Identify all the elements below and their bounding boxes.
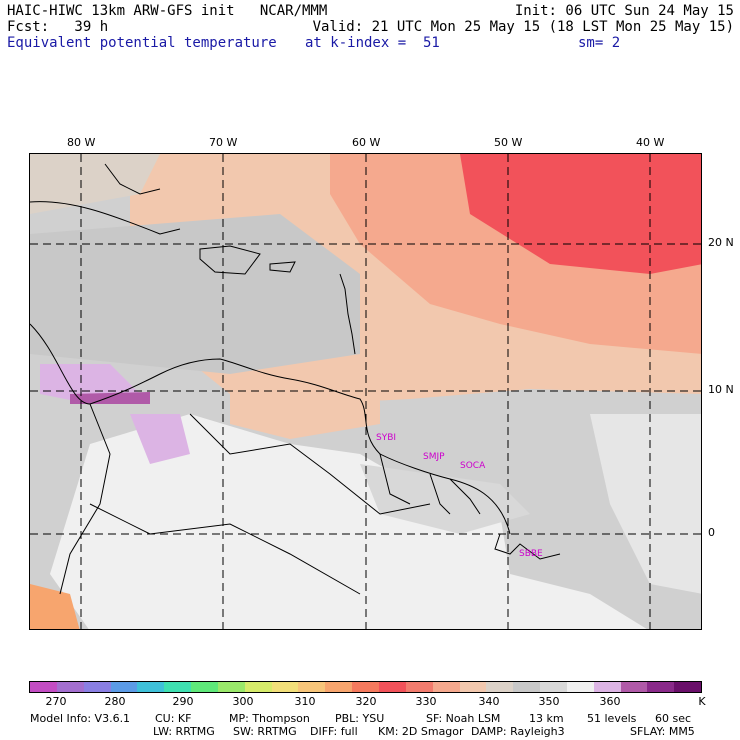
colorbar-swatch [486,682,514,692]
footer-item: SF: Noah LSM [426,712,501,725]
footer-item: KM: 2D Smagor [378,725,464,738]
colorbar-label: 300 [232,695,254,708]
colorbar-label: 270 [45,695,67,708]
colorbar-swatch [298,682,326,692]
colorbar-swatch [459,682,487,692]
colorbar-label: 360 [599,695,621,708]
colorbar-label: 290 [172,695,194,708]
footer-item: SFLAY: MM5 [630,725,695,738]
colorbar-swatch [378,682,406,692]
lon-label: 50 W [494,136,523,149]
footer-item: SW: RRTMG [233,725,297,738]
model-title: HAIC-HIWC 13km ARW-GFS init NCAR/MMM [7,3,328,19]
colorbar [29,681,702,693]
smoothing-label: sm= 2 [578,35,621,51]
lat-label: 10 N [708,383,734,396]
colorbar-swatch [164,682,192,692]
colorbar-swatch [137,682,165,692]
colorbar-label: 280 [104,695,126,708]
valid-time: Valid: 21 UTC Mon 25 May 15 (18 LST Mon … [312,19,734,35]
colorbar-unit: K [698,695,706,708]
colorbar-swatch [325,682,353,692]
station-label: SBBE [519,549,543,559]
colorbar-swatch [593,682,621,692]
lat-label: 20 N [708,236,734,249]
colorbar-swatch [647,682,675,692]
field-name: Equivalent potential temperature [7,35,277,51]
colorbar-label: 320 [355,695,377,708]
footer-item: 13 km [529,712,564,725]
colorbar-swatch [352,682,379,692]
theta-e-field [30,154,701,629]
colorbar-swatch [405,682,433,692]
footer-item: Model Info: V3.6.1 [30,712,131,725]
station-label: SOCA [460,461,486,471]
footer-item: LW: RRTMG [153,725,215,738]
level-label: at k-index = 51 [305,35,440,51]
colorbar-swatch [217,682,245,692]
lon-label: 70 W [209,136,238,149]
colorbar-swatch [191,682,218,692]
colorbar-swatch [56,682,84,692]
lat-label: 0 [708,526,715,539]
footer-item: 51 levels [587,712,637,725]
forecast-hour: Fcst: 39 h [7,19,109,35]
station-label: SYBI [376,433,397,443]
map-panel: SYBI SMJP SOCA SBBE [29,153,702,630]
footer-item: DIFF: full [310,725,358,738]
lon-label: 60 W [352,136,381,149]
colorbar-label: 330 [415,695,437,708]
colorbar-swatch [271,682,299,692]
colorbar-swatch [432,682,460,692]
colorbar-swatch [30,682,57,692]
lon-label: 80 W [67,136,96,149]
colorbar-swatch [674,682,702,692]
colorbar-swatch [566,682,594,692]
footer-item: CU: KF [155,712,192,725]
lon-label: 40 W [636,136,665,149]
footer-item: DAMP: Rayleigh3 [471,725,565,738]
colorbar-swatch [83,682,111,692]
colorbar-label: 310 [294,695,316,708]
station-label: SMJP [423,452,445,462]
colorbar-swatch [620,682,648,692]
init-time: Init: 06 UTC Sun 24 May 15 [514,3,734,19]
footer-item: 60 sec [655,712,692,725]
colorbar-swatch [513,682,541,692]
footer-item: MP: Thompson [229,712,310,725]
footer-item: PBL: YSU [335,712,385,725]
colorbar-swatch [244,682,272,692]
colorbar-label: 340 [478,695,500,708]
colorbar-swatch [540,682,567,692]
colorbar-swatch [110,682,138,692]
colorbar-label: 350 [538,695,560,708]
